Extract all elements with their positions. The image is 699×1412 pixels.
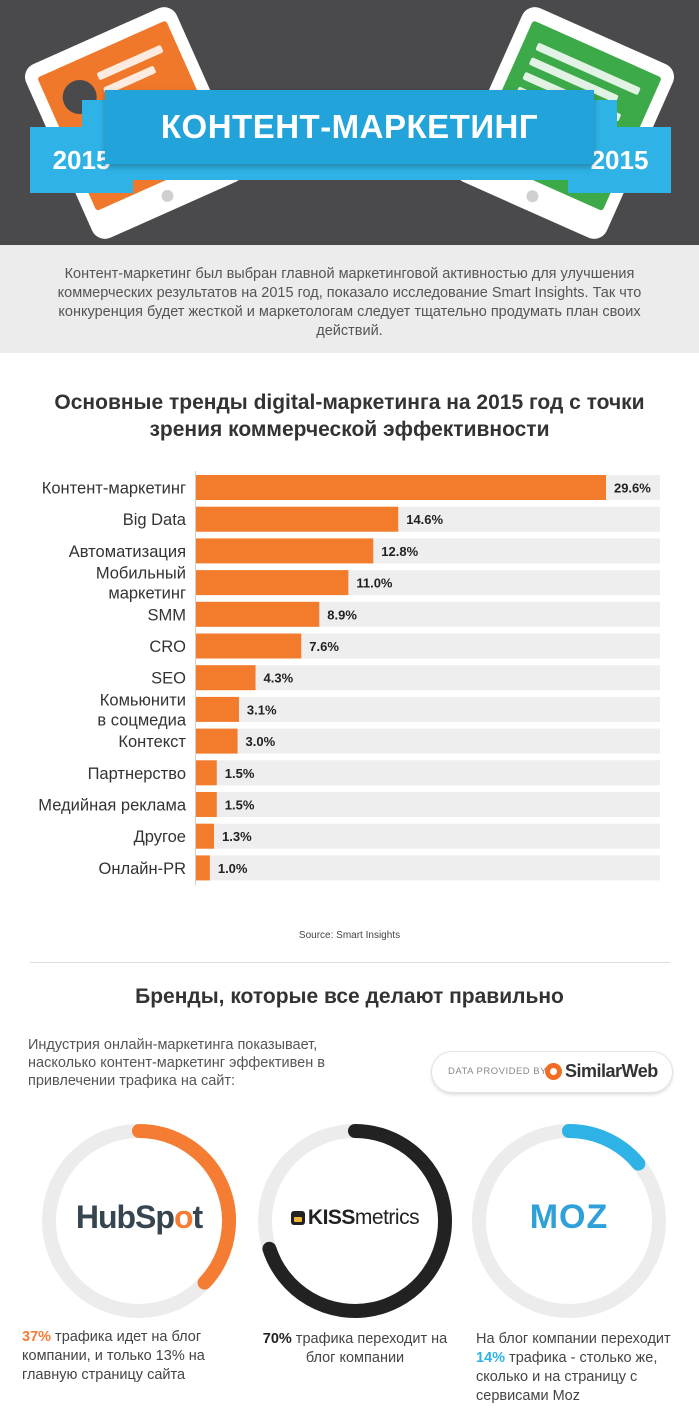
trends-bar-chart: 29.6% Контент-маркетинг 14.6% Big Data 12.8%… [38, 471, 660, 886]
chart-source: Source: Smart Insights [298, 930, 401, 941]
category-label: Контекст [118, 733, 186, 751]
category-label: CRO [149, 638, 186, 656]
bar [196, 475, 606, 500]
bar-track [196, 823, 660, 849]
moz-logo: MOZ [529, 1198, 609, 1236]
bar-value-label: 14.6% [406, 512, 443, 527]
category-label: Комьюнити [100, 691, 186, 709]
bar [196, 855, 210, 881]
category-label: SEO [151, 670, 186, 688]
bar [196, 823, 215, 849]
bar [196, 506, 399, 532]
bar [196, 728, 238, 754]
bar-track [196, 728, 660, 754]
category-label: SMM [148, 606, 187, 624]
similarweb-logo-icon [545, 1063, 562, 1080]
bar-value-label: 8.9% [327, 607, 357, 622]
bar-value-label: 4.3% [264, 671, 294, 686]
category-label: Другое [134, 828, 186, 846]
chart-title: Основные тренды digital-маркетинга на 20… [54, 391, 645, 441]
hubspot-percent: 37% [22, 1329, 52, 1345]
bar-value-label: 1.0% [218, 861, 248, 876]
category-label: Онлайн-PR [99, 860, 187, 878]
header-banner: 2015 2015 КОНТЕНТ-МАРКЕТИНГ [0, 0, 699, 245]
bar [196, 601, 320, 627]
page-title: КОНТЕНТ-МАРКЕТИНГ [160, 108, 539, 145]
kissmetrics-logo: KISSmetrics [252, 1206, 458, 1230]
bar [196, 538, 374, 564]
hubspot-logo: HubSpot [75, 1199, 203, 1235]
bar-value-label: 1.5% [225, 798, 255, 813]
moz-caption: На блог компании переходит 14% трафика -… [476, 1331, 671, 1404]
bar [196, 665, 256, 691]
category-label: Мобильный [96, 565, 186, 583]
category-label: Партнерство [88, 765, 186, 783]
ring-share-arc [132, 1124, 236, 1290]
bar-value-label: 7.6% [309, 639, 339, 654]
bar [196, 792, 217, 817]
kissmetrics-logo-icon [290, 1211, 305, 1225]
brands-intro-text: Индустрия онлайн-маркетинга показывает, … [28, 1037, 325, 1089]
bar [196, 760, 217, 786]
category-label: Контент-маркетинг [42, 480, 186, 498]
category-label: Big Data [123, 511, 187, 529]
intro-section: Контент-маркетинг был выбран главной мар… [0, 245, 699, 353]
title-ribbon-front [105, 90, 594, 164]
intro-text: Контент-маркетинг был выбран главной мар… [57, 266, 642, 339]
similarweb-badge: DATA PROVIDED BY SimilarWeb [432, 1052, 672, 1092]
bar-track [196, 665, 660, 691]
kissmetrics-caption: 70% трафика переходит на блог компании [262, 1331, 448, 1366]
brands-title: Бренды, которые все делают правильно [135, 985, 564, 1008]
category-label: в соцмедиа [97, 711, 186, 729]
kissmetrics-share-ring [258, 1124, 452, 1318]
category-label: Медийная реклама [38, 797, 187, 815]
ring-share-arc [562, 1124, 646, 1171]
bar-track [196, 696, 660, 722]
bar-track [196, 855, 660, 881]
bar-value-label: 11.0% [356, 576, 393, 591]
bar-value-label: 3.0% [246, 734, 276, 749]
ring-share-arc [262, 1124, 452, 1318]
moz-percent: 14% [476, 1350, 506, 1366]
category-label: маркетинг [108, 585, 186, 603]
year-right-tab: 2015 [568, 127, 671, 193]
badge-label: DATA PROVIDED BY [448, 1066, 547, 1077]
bar-value-label: 29.6% [614, 481, 651, 496]
bar [196, 696, 239, 722]
bar-track [196, 760, 660, 786]
category-label: Автоматизация [69, 543, 186, 561]
bar-track [196, 792, 660, 817]
hubspot-share-ring [42, 1124, 236, 1318]
section-divider [30, 962, 670, 963]
bar-value-label: 1.5% [225, 766, 255, 781]
moz-share-ring [472, 1124, 666, 1318]
bar-value-label: 12.8% [381, 544, 418, 559]
badge-brand-name: SimilarWeb [565, 1061, 658, 1081]
bar-value-label: 3.1% [247, 702, 277, 717]
kissmetrics-percent: 70% [262, 1331, 292, 1347]
bar-value-label: 1.3% [222, 829, 252, 844]
hubspot-caption: 37% трафика идет на блог компании, и тол… [22, 1329, 205, 1383]
bar [196, 633, 302, 659]
bar [196, 570, 349, 596]
